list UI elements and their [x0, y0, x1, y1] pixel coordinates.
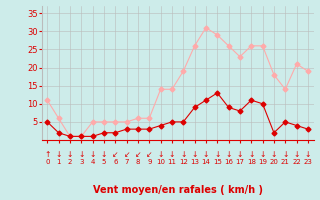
- Text: ↓: ↓: [203, 150, 209, 159]
- Text: ↓: ↓: [225, 150, 232, 159]
- X-axis label: Vent moyen/en rafales ( km/h ): Vent moyen/en rafales ( km/h ): [92, 185, 263, 195]
- Text: ↓: ↓: [214, 150, 220, 159]
- Text: ↓: ↓: [305, 150, 311, 159]
- Text: ↙: ↙: [146, 150, 152, 159]
- Text: ↓: ↓: [78, 150, 84, 159]
- Text: ↓: ↓: [67, 150, 73, 159]
- Text: ↓: ↓: [237, 150, 243, 159]
- Text: ↑: ↑: [44, 150, 51, 159]
- Text: ↙: ↙: [124, 150, 130, 159]
- Text: ↓: ↓: [293, 150, 300, 159]
- Text: ↓: ↓: [191, 150, 198, 159]
- Text: ↓: ↓: [248, 150, 254, 159]
- Text: ↙: ↙: [135, 150, 141, 159]
- Text: ↓: ↓: [101, 150, 107, 159]
- Text: ↓: ↓: [89, 150, 96, 159]
- Text: ↓: ↓: [157, 150, 164, 159]
- Text: ↓: ↓: [271, 150, 277, 159]
- Text: ↓: ↓: [169, 150, 175, 159]
- Text: ↓: ↓: [55, 150, 62, 159]
- Text: ↙: ↙: [112, 150, 118, 159]
- Text: ↓: ↓: [180, 150, 187, 159]
- Text: ↓: ↓: [260, 150, 266, 159]
- Text: ↓: ↓: [282, 150, 288, 159]
